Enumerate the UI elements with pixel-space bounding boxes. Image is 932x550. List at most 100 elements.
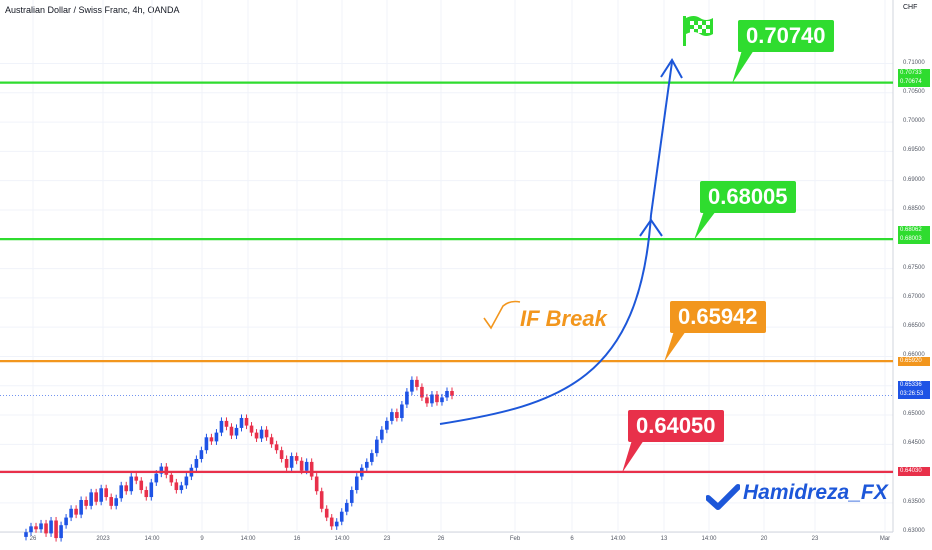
candle bbox=[445, 391, 449, 398]
time-tick: Feb bbox=[509, 536, 521, 542]
support-callout-tail bbox=[622, 440, 644, 473]
candle bbox=[289, 456, 294, 468]
price-tick: 0.69000 bbox=[903, 176, 925, 183]
candle bbox=[184, 476, 189, 486]
candle bbox=[64, 517, 68, 526]
price-tick: 0.66500 bbox=[903, 323, 925, 330]
candle bbox=[74, 508, 78, 515]
time-tick: 23 bbox=[383, 536, 391, 542]
countdown-label: 03:26:53 bbox=[898, 390, 930, 399]
candle bbox=[44, 523, 48, 534]
candle bbox=[415, 379, 419, 387]
candle bbox=[259, 429, 264, 439]
if-break-check-icon bbox=[483, 300, 521, 330]
candle bbox=[54, 520, 58, 539]
candle bbox=[344, 502, 349, 512]
candle bbox=[365, 461, 369, 468]
target-callout-tail bbox=[732, 50, 754, 84]
time-tick: 16 bbox=[293, 536, 301, 542]
candle bbox=[154, 473, 159, 483]
candle bbox=[94, 492, 98, 502]
time-tick: 20 bbox=[760, 536, 768, 542]
resistance-callout-tail bbox=[694, 211, 716, 241]
time-tick: 14:00 bbox=[240, 536, 256, 542]
candle bbox=[124, 485, 129, 492]
candle bbox=[450, 391, 454, 396]
candle bbox=[99, 488, 103, 502]
time-tick: 6 bbox=[570, 536, 574, 542]
current-price-label: 0.65336 bbox=[898, 381, 930, 390]
candle bbox=[279, 450, 284, 459]
candle bbox=[119, 485, 124, 499]
candle bbox=[294, 456, 299, 461]
candle bbox=[219, 420, 224, 433]
candle bbox=[370, 453, 374, 462]
candle bbox=[239, 417, 244, 428]
candle bbox=[59, 525, 63, 539]
candle bbox=[174, 482, 179, 491]
breakout-axis-label: 0.65920 bbox=[898, 356, 930, 366]
time-tick: 14:00 bbox=[144, 536, 160, 542]
candle bbox=[375, 439, 379, 454]
candle bbox=[334, 521, 339, 527]
price-tick: 0.68500 bbox=[903, 205, 925, 212]
candle bbox=[380, 429, 384, 440]
candle bbox=[264, 429, 269, 438]
candle bbox=[39, 523, 43, 530]
candle bbox=[49, 520, 53, 534]
candle bbox=[349, 490, 354, 503]
projection-arrowhead-1 bbox=[639, 218, 663, 237]
candle bbox=[405, 391, 409, 405]
resistance-axis-label-2: 0.68062 bbox=[898, 225, 930, 235]
candle bbox=[29, 526, 33, 533]
candle bbox=[244, 417, 249, 426]
candle bbox=[159, 466, 164, 474]
candle bbox=[425, 397, 429, 404]
candle bbox=[430, 394, 434, 404]
candle bbox=[395, 412, 399, 418]
candle bbox=[319, 491, 324, 509]
chart-title: Australian Dollar / Swiss Franc, 4h, OAN… bbox=[5, 5, 180, 15]
candle bbox=[129, 476, 134, 492]
check-mark-icon bbox=[706, 484, 740, 510]
candle bbox=[209, 437, 214, 442]
candle bbox=[299, 460, 304, 471]
candle bbox=[269, 437, 274, 445]
candle bbox=[34, 526, 38, 530]
price-tick: 0.71000 bbox=[903, 59, 925, 66]
candle bbox=[254, 432, 259, 439]
candle bbox=[79, 499, 83, 515]
candle bbox=[144, 490, 149, 498]
time-tick: 14:00 bbox=[701, 536, 717, 542]
current-price-value: 0.65336 bbox=[900, 382, 922, 388]
target-callout: 0.70740 bbox=[738, 20, 834, 52]
time-tick: 2023 bbox=[96, 536, 110, 542]
price-tick: 0.67000 bbox=[903, 293, 925, 300]
resistance-callout: 0.68005 bbox=[700, 181, 796, 213]
candle bbox=[164, 466, 169, 475]
if-break-annotation: IF Break bbox=[520, 306, 607, 331]
breakout-callout-tail bbox=[664, 331, 686, 363]
time-tick: 26 bbox=[437, 536, 445, 542]
price-tick: 0.63500 bbox=[903, 498, 925, 505]
candle bbox=[410, 379, 414, 392]
candle bbox=[179, 485, 184, 491]
candle bbox=[69, 508, 73, 518]
candle bbox=[114, 498, 119, 506]
price-tick: 0.65000 bbox=[903, 411, 925, 418]
time-tick: 14:00 bbox=[334, 536, 350, 542]
candle bbox=[229, 426, 234, 436]
candle bbox=[194, 458, 199, 468]
candle bbox=[440, 397, 444, 403]
price-tick: 0.64500 bbox=[903, 440, 925, 447]
price-tick: 0.69500 bbox=[903, 147, 925, 154]
support-axis-label: 0.64030 bbox=[898, 467, 930, 477]
candle bbox=[199, 450, 204, 459]
candle bbox=[324, 508, 329, 518]
candle bbox=[329, 517, 334, 527]
time-tick: 23 bbox=[811, 536, 819, 542]
candle bbox=[385, 420, 389, 430]
price-tick: 0.70500 bbox=[903, 88, 925, 95]
